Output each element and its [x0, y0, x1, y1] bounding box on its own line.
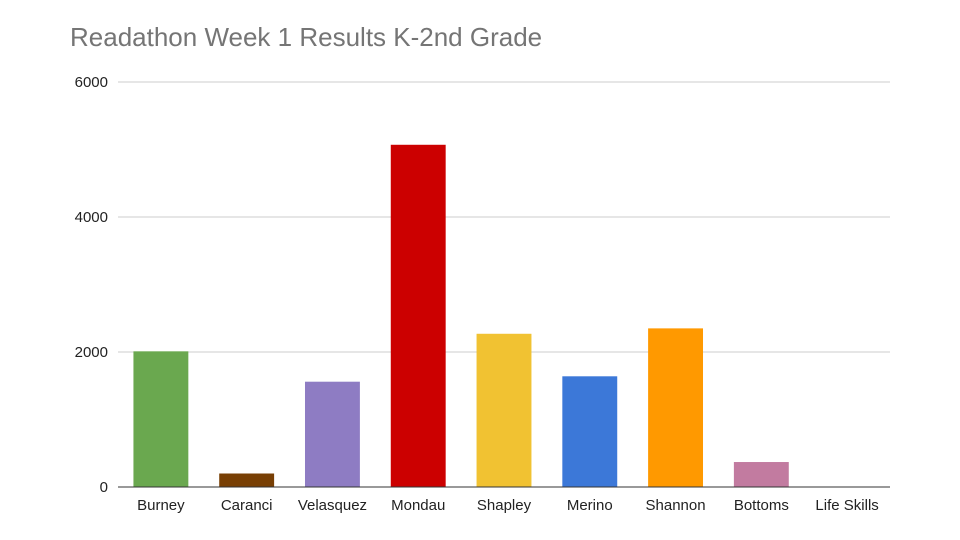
bar-merino [562, 376, 618, 487]
bar-bottoms [733, 462, 789, 487]
x-category-label: Mondau [391, 497, 445, 514]
bar-caranci [219, 473, 275, 487]
gridlines [118, 81, 890, 353]
x-category-label: Shannon [646, 497, 706, 514]
x-category-label: Caranci [221, 497, 273, 514]
bar-burney [133, 351, 189, 487]
y-tick-label: 2000 [75, 344, 108, 361]
y-tick-label: 0 [100, 479, 108, 496]
x-axis-labels: Burney Caranci Velasquez Mondau Shapley Merin… [137, 497, 879, 514]
x-category-label: Life Skills [815, 497, 878, 514]
y-tick-label: 4000 [75, 209, 108, 226]
y-axis-ticks: 0 2000 4000 6000 [75, 74, 108, 496]
x-category-label: Merino [567, 497, 613, 514]
bar-shapley [476, 333, 532, 487]
x-category-label: Burney [137, 497, 185, 514]
chart-title: Readathon Week 1 Results K-2nd Grade [70, 22, 543, 52]
x-category-label: Velasquez [298, 497, 367, 514]
bars [133, 144, 789, 487]
bar-velasquez [304, 381, 360, 487]
bar-mondau [390, 144, 446, 487]
x-category-label: Shapley [477, 497, 532, 514]
x-category-label: Bottoms [734, 497, 789, 514]
y-tick-label: 6000 [75, 74, 108, 91]
bar-shannon [648, 328, 704, 487]
